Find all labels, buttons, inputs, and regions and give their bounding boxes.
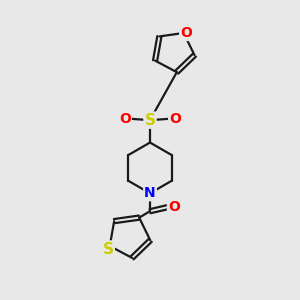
- Text: O: O: [169, 112, 181, 126]
- Text: O: O: [119, 112, 131, 126]
- Text: S: S: [145, 112, 155, 128]
- Text: N: N: [144, 186, 156, 200]
- Text: S: S: [103, 242, 114, 256]
- Text: O: O: [180, 26, 192, 40]
- Text: O: O: [168, 200, 180, 214]
